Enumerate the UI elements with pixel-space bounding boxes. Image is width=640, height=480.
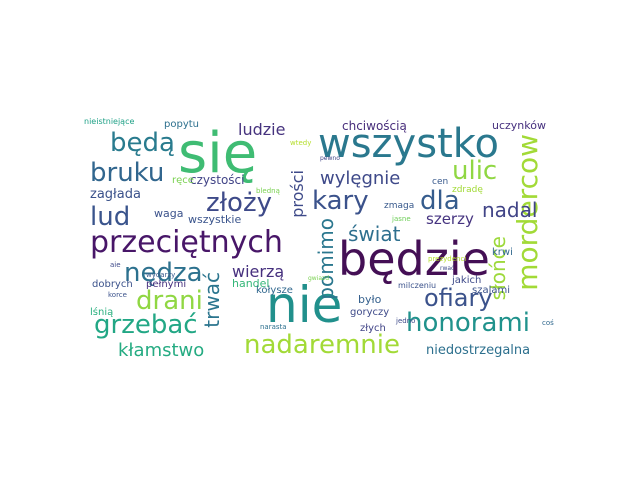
word-cos: coś xyxy=(542,319,554,327)
word-drani: drani xyxy=(136,286,203,316)
word-kolysze: kołysze xyxy=(256,285,293,296)
word-uczynkow: uczynków xyxy=(492,119,546,132)
word-cloud: się będzie nie wszystko mordercow przeci… xyxy=(80,110,560,370)
word-cen: cen xyxy=(432,177,449,187)
word-pelnymi: pełnymi xyxy=(146,279,187,290)
word-ulic: ulic xyxy=(452,156,498,186)
word-zlych: złych xyxy=(360,323,386,334)
word-grzebac: grzebać xyxy=(94,310,198,340)
word-nie: nie xyxy=(266,276,343,334)
word-czystosci: czystości xyxy=(190,173,245,187)
word-wszystko: wszystko xyxy=(318,121,499,167)
word-beda: będą xyxy=(110,128,175,158)
word-rece: ręce xyxy=(172,175,194,186)
word-rwac: rwać xyxy=(440,265,455,272)
word-zmaga: zmaga xyxy=(384,201,415,211)
word-pewno: pewno xyxy=(320,155,340,162)
word-honorami: honorami xyxy=(406,308,530,338)
word-nadal: nadal xyxy=(482,198,538,222)
word-bylo: było xyxy=(358,293,382,306)
word-milczeniu: milczeniu xyxy=(398,281,437,290)
word-dobrych: dobrych xyxy=(92,279,133,290)
word-nieistniejace: nieistniejące xyxy=(84,117,135,126)
word-lud: lud xyxy=(90,202,131,232)
word-bruku: bruku xyxy=(90,158,165,188)
word-korce: korce xyxy=(108,291,127,299)
word-popytu: popytu xyxy=(164,119,199,130)
word-lsnia: lśnią xyxy=(90,307,114,318)
word-dla: dla xyxy=(420,186,460,216)
word-zlozy: złoży xyxy=(206,188,272,218)
word-wierza: wierzą xyxy=(232,262,285,281)
word-jakich: jakich xyxy=(452,275,482,286)
word-szalami: szalami xyxy=(472,285,511,296)
word-nedza: nędza xyxy=(124,258,203,288)
word-aie: aie xyxy=(110,261,121,269)
word-waga: waga xyxy=(154,207,184,220)
word-niedostrzegalna: niedostrzegalna xyxy=(426,343,531,358)
word-bledna: bledną xyxy=(256,187,280,195)
word-goryczy: goryczy xyxy=(350,307,390,318)
word-gwiazd: gwiazd xyxy=(308,275,330,282)
word-wydarzy: wydarzy xyxy=(146,271,176,279)
word-pomimo: pomimo xyxy=(314,218,338,300)
word-trwac: trwać xyxy=(200,272,224,328)
word-bedzie: będzie xyxy=(338,232,490,286)
word-szerzy: szerzy xyxy=(426,210,474,228)
word-jedno: jedno xyxy=(396,317,416,325)
word-narasta: narasta xyxy=(260,323,287,331)
word-swiat: świat xyxy=(348,222,401,246)
word-kary: kary xyxy=(312,186,369,216)
word-zdrade: zdradę xyxy=(452,185,483,195)
word-wylegnie: wylęgnie xyxy=(320,168,401,189)
word-sie: się xyxy=(178,121,258,186)
word-jasne: jasne xyxy=(392,215,411,223)
word-chciwoscia: chciwością xyxy=(342,119,407,133)
word-wszystkie: wszystkie xyxy=(188,213,242,226)
word-ofiary: ofiary xyxy=(424,284,493,312)
word-wtedy: wtedy xyxy=(290,139,312,147)
word-ludzie: ludzie xyxy=(238,120,286,139)
word-krwi: krwi xyxy=(492,247,513,258)
word-klamstwo: kłamstwo xyxy=(118,340,205,361)
word-przecietnych: przeciętnych xyxy=(90,225,283,260)
word-nadaremnie: nadaremnie xyxy=(244,330,400,360)
word-prezydenci: prezydenci xyxy=(428,255,467,263)
word-zaglada: zagłada xyxy=(90,187,141,202)
word-handel: handel xyxy=(232,277,270,290)
word-prosci: prości xyxy=(288,170,307,218)
